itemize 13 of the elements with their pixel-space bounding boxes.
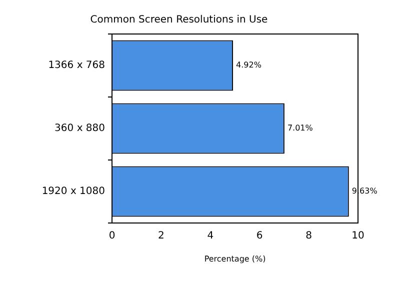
x-tick-label: 6: [256, 230, 263, 242]
data-label: 7.01%: [287, 124, 314, 133]
x-tick-label: 10: [352, 230, 364, 242]
chart-title: Common Screen Resolutions in Use: [90, 14, 268, 26]
x-tick-label: 0: [108, 230, 116, 242]
data-label: 4.92%: [236, 60, 262, 70]
y-tick-label: 360 x 880: [54, 123, 105, 134]
x-tick-label: 8: [306, 230, 312, 242]
y-tick-label: 1366 x 768: [48, 60, 105, 72]
y-tick-label: 1920 x 1080: [42, 186, 105, 198]
x-tick-label: 4: [207, 230, 214, 242]
x-axis-title: Percentage (%): [204, 254, 266, 264]
x-tick-label: 2: [158, 230, 164, 242]
